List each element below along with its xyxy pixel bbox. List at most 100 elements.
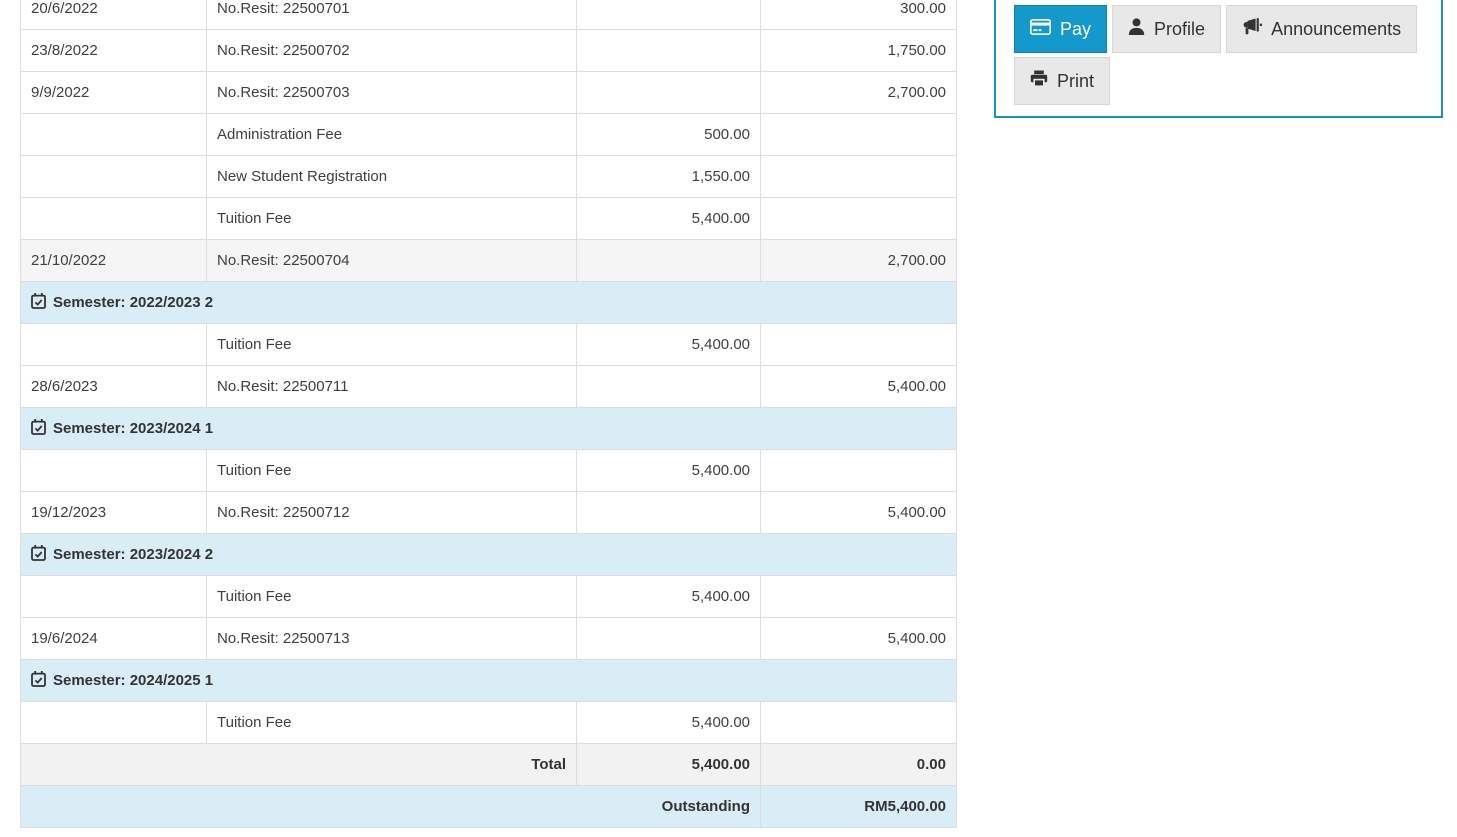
calendar-check-icon: [31, 544, 46, 565]
credit-card-icon: [1030, 16, 1051, 42]
cell-charge: [576, 491, 761, 534]
table-row: 28/6/2023 No.Resit: 22500711 5,400.00: [20, 365, 957, 408]
outstanding-amount: RM5,400.00: [760, 785, 957, 828]
cell-description: No.Resit: 22500701: [206, 0, 577, 30]
semester-header-cell: Semester: 2023/2024 1: [20, 407, 957, 450]
user-icon: [1128, 16, 1145, 42]
actions-row-2: Print: [1014, 57, 1423, 105]
cell-description: No.Resit: 22500711: [206, 365, 577, 408]
cell-payment: 5,400.00: [760, 617, 957, 660]
pay-button[interactable]: Pay: [1014, 5, 1108, 53]
cell-charge: 5,400.00: [576, 197, 761, 240]
outstanding-label: Outstanding: [20, 785, 761, 828]
outstanding-row: Outstanding RM5,400.00: [20, 785, 957, 828]
cell-payment: 2,700.00: [760, 239, 957, 282]
table-row: 19/6/2024 No.Resit: 22500713 5,400.00: [20, 617, 957, 660]
table-row: 23/8/2022 No.Resit: 22500702 1,750.00: [20, 29, 957, 72]
cell-date: [20, 701, 207, 744]
cell-date: [20, 197, 207, 240]
cell-payment: [760, 323, 957, 366]
cell-description: No.Resit: 22500703: [206, 71, 577, 114]
table-row: Tuition Fee 5,400.00: [20, 701, 957, 744]
cell-charge: [576, 617, 761, 660]
cell-charge: 500.00: [576, 113, 761, 156]
cell-description: Tuition Fee: [206, 197, 577, 240]
table-row: Tuition Fee 5,400.00: [20, 197, 957, 240]
cell-payment: [760, 701, 957, 744]
cell-date: [20, 575, 207, 618]
cell-payment: 300.00: [760, 0, 957, 30]
cell-date: 19/12/2023: [20, 491, 207, 534]
actions-row-1: Pay Profile Announcements: [1014, 5, 1423, 53]
cell-payment: [760, 575, 957, 618]
cell-description: No.Resit: 22500713: [206, 617, 577, 660]
cell-charge: [576, 0, 761, 30]
cell-charge: [576, 71, 761, 114]
cell-date: 9/9/2022: [20, 71, 207, 114]
announcements-button[interactable]: Announcements: [1226, 5, 1418, 53]
cell-payment: [760, 155, 957, 198]
total-label: Total: [20, 743, 577, 786]
cell-description: Tuition Fee: [206, 701, 577, 744]
cell-payment: 5,400.00: [760, 365, 957, 408]
cell-description: Tuition Fee: [206, 575, 577, 618]
table-row: 9/9/2022 No.Resit: 22500703 2,700.00: [20, 71, 957, 114]
calendar-check-icon: [31, 670, 46, 691]
total-payment: 0.00: [760, 743, 957, 786]
table-row: Tuition Fee 5,400.00: [20, 575, 957, 618]
cell-charge: 1,550.00: [576, 155, 761, 198]
table-row: 19/12/2023 No.Resit: 22500712 5,400.00: [20, 491, 957, 534]
cell-date: 23/8/2022: [20, 29, 207, 72]
pay-button-label: Pay: [1060, 19, 1092, 39]
table-row: Administration Fee 500.00: [20, 113, 957, 156]
cell-description: No.Resit: 22500712: [206, 491, 577, 534]
announcements-button-label: Announcements: [1271, 19, 1402, 39]
semester-header-row: Semester: 2022/2023 2: [20, 281, 957, 324]
table-row: 21/10/2022 No.Resit: 22500704 2,700.00: [20, 239, 957, 282]
profile-button-label: Profile: [1154, 19, 1206, 39]
cell-date: 19/6/2024: [20, 617, 207, 660]
cell-payment: [760, 197, 957, 240]
cell-charge: [576, 29, 761, 72]
cell-payment: 5,400.00: [760, 491, 957, 534]
cell-description: No.Resit: 22500704: [206, 239, 577, 282]
cell-payment: 1,750.00: [760, 29, 957, 72]
cell-date: [20, 323, 207, 366]
table-row: Tuition Fee 5,400.00: [20, 323, 957, 366]
cell-date: [20, 113, 207, 156]
cell-description: New Student Registration: [206, 155, 577, 198]
semester-header-cell: Semester: 2022/2023 2: [20, 281, 957, 324]
cell-charge: [576, 239, 761, 282]
table-row: 20/6/2022 No.Resit: 22500701 300.00: [20, 0, 957, 30]
bullhorn-icon: [1242, 16, 1263, 42]
cell-date: [20, 449, 207, 492]
semester-header-cell: Semester: 2024/2025 1: [20, 659, 957, 702]
calendar-check-icon: [31, 418, 46, 439]
calendar-check-icon: [31, 292, 46, 313]
table-row: New Student Registration 1,550.00: [20, 155, 957, 198]
cell-date: 21/10/2022: [20, 239, 207, 282]
cell-description: Tuition Fee: [206, 323, 577, 366]
total-charge: 5,400.00: [576, 743, 761, 786]
semester-header-row: Semester: 2023/2024 2: [20, 533, 957, 576]
print-button-label: Print: [1057, 71, 1095, 91]
fee-statement-table: 20/6/2022 No.Resit: 22500701 300.00 23/8…: [20, 0, 957, 828]
profile-button[interactable]: Profile: [1112, 5, 1222, 53]
semester-label: Semester: 2023/2024 2: [53, 545, 214, 563]
total-row: Total 5,400.00 0.00: [20, 743, 957, 786]
semester-label: Semester: 2022/2023 2: [53, 293, 214, 311]
print-button[interactable]: Print: [1014, 57, 1111, 105]
cell-charge: [576, 365, 761, 408]
semester-label: Semester: 2023/2024 1: [53, 419, 214, 437]
cell-description: No.Resit: 22500702: [206, 29, 577, 72]
cell-charge: 5,400.00: [576, 449, 761, 492]
semester-label: Semester: 2024/2025 1: [53, 671, 214, 689]
cell-date: 20/6/2022: [20, 0, 207, 30]
cell-charge: 5,400.00: [576, 575, 761, 618]
cell-date: 28/6/2023: [20, 365, 207, 408]
semester-header-cell: Semester: 2023/2024 2: [20, 533, 957, 576]
semester-header-row: Semester: 2023/2024 1: [20, 407, 957, 450]
table-row: Tuition Fee 5,400.00: [20, 449, 957, 492]
cell-date: [20, 155, 207, 198]
